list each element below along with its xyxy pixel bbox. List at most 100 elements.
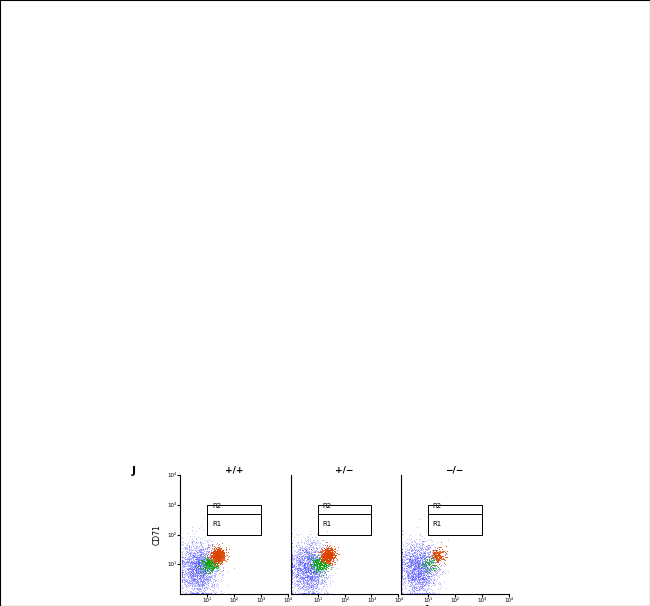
Point: [417, 561, 427, 570]
Point: [296, 572, 307, 582]
Point: [422, 565, 433, 575]
Point: [419, 553, 430, 563]
Point: [320, 544, 331, 554]
Point: [196, 564, 206, 573]
Point: [198, 567, 209, 577]
Point: [207, 564, 218, 574]
Point: [396, 544, 407, 554]
Point: [184, 561, 194, 571]
Point: [417, 554, 427, 564]
Point: [428, 564, 439, 573]
Point: [192, 550, 202, 559]
Point: [214, 544, 225, 553]
Point: [324, 549, 334, 559]
Point: [417, 563, 428, 573]
Point: [328, 562, 339, 571]
Point: [290, 564, 300, 574]
Point: [424, 554, 434, 564]
Point: [413, 573, 423, 582]
Point: [433, 585, 443, 594]
Point: [313, 561, 324, 571]
Point: [324, 551, 334, 561]
Point: [192, 556, 203, 566]
Point: [193, 568, 203, 578]
Point: [187, 561, 197, 571]
Point: [185, 578, 195, 588]
Point: [181, 548, 192, 558]
Point: [316, 556, 326, 566]
Point: [409, 542, 419, 552]
Point: [216, 551, 226, 561]
Point: [208, 551, 218, 561]
Point: [300, 585, 310, 594]
Point: [296, 537, 307, 547]
Point: [198, 551, 208, 561]
Point: [198, 567, 209, 576]
Point: [293, 550, 304, 559]
Point: [183, 547, 194, 556]
Point: [396, 547, 407, 557]
Point: [417, 545, 427, 554]
Point: [413, 568, 424, 578]
Point: [427, 555, 437, 565]
Point: [193, 556, 203, 565]
Point: [396, 558, 407, 567]
Point: [215, 549, 226, 559]
Point: [303, 553, 313, 562]
Point: [184, 545, 194, 555]
Point: [300, 574, 310, 584]
Point: [398, 565, 408, 575]
Point: [211, 548, 222, 558]
Point: [207, 558, 218, 567]
Point: [313, 588, 323, 598]
Point: [415, 549, 426, 559]
Point: [304, 552, 314, 562]
Bar: [614, 376, 629, 435]
Point: [415, 553, 425, 562]
Point: [411, 564, 422, 573]
Bar: [233, 93, 240, 100]
Point: [213, 550, 224, 560]
Point: [327, 544, 337, 554]
Point: [213, 554, 223, 564]
Point: [198, 561, 209, 571]
Point: [179, 557, 189, 567]
Point: [435, 570, 445, 579]
Point: [426, 558, 437, 568]
Point: [300, 561, 311, 570]
Point: [300, 564, 311, 574]
Point: [430, 554, 441, 564]
Point: [212, 551, 222, 561]
Point: [406, 553, 416, 563]
Point: [194, 576, 205, 585]
Point: [315, 585, 326, 594]
Point: [218, 552, 228, 562]
Point: [187, 572, 198, 582]
Point: [417, 562, 427, 571]
Point: [304, 565, 314, 575]
Point: [180, 588, 190, 598]
Point: [406, 578, 416, 587]
Point: [411, 579, 421, 588]
Point: [293, 576, 304, 585]
Point: [403, 558, 413, 567]
Point: [307, 552, 318, 562]
Point: [192, 554, 203, 564]
Point: [324, 545, 335, 555]
Point: [421, 561, 432, 571]
Point: [419, 556, 429, 565]
Point: [210, 588, 220, 598]
Point: [193, 561, 203, 570]
Point: [287, 554, 297, 564]
Point: [177, 553, 187, 562]
Point: [214, 543, 224, 553]
Point: [192, 558, 202, 567]
Point: [324, 552, 334, 562]
Point: [315, 559, 326, 568]
Point: [403, 567, 413, 577]
Point: [312, 588, 322, 598]
Point: [419, 574, 429, 584]
Point: [300, 558, 310, 568]
Point: [201, 568, 211, 578]
Point: [309, 564, 320, 573]
